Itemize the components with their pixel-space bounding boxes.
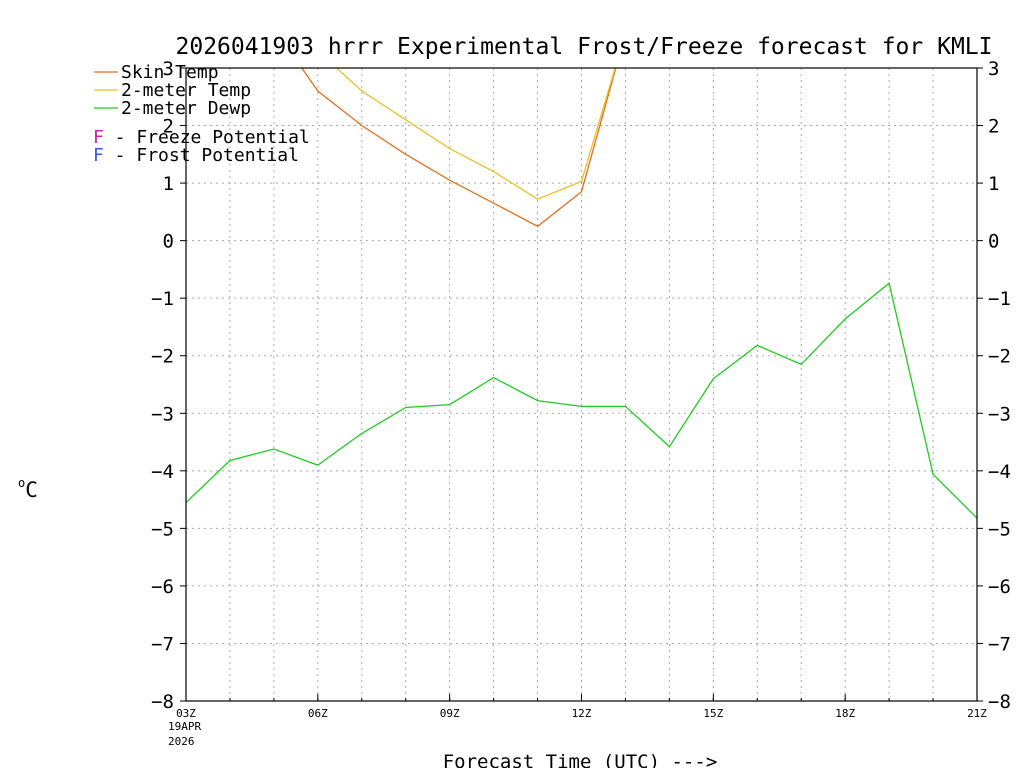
x-tick-label: 15Z <box>703 707 723 720</box>
series-line-2-meter-temp <box>335 68 616 200</box>
x-axis-label: Forecast Time (UTC) ---> <box>443 751 718 768</box>
x-tick-label: 09Z <box>440 707 460 720</box>
x-tick-label: 12Z <box>572 707 592 720</box>
potential-legend-entry: F - Frost Potential <box>93 145 299 166</box>
date-line-2: 2026 <box>168 735 195 748</box>
x-tick-label: 03Z <box>176 707 196 720</box>
chart-title: 2026041903 hrrr Experimental Frost/Freez… <box>176 34 993 60</box>
series-line-skin-temp <box>301 68 617 228</box>
y-tick-label-right: −4 <box>988 461 1011 483</box>
y-tick-label-right: −6 <box>988 576 1011 598</box>
potential-letter: F <box>93 127 104 148</box>
y-tick-label-right: −1 <box>988 288 1011 310</box>
y-tick-label: −5 <box>151 518 174 540</box>
potential-text: - Frost Potential <box>104 145 299 166</box>
y-tick-label-right: −2 <box>988 346 1011 368</box>
y-tick-label-right: 0 <box>988 231 999 253</box>
y-axis-label-degree: o <box>18 476 25 490</box>
axis-ticks: 3 3 2 2 1 1 0 0 −1 −1 −2 −2 −3 −3 −4 −4 −5 −5 −6 −6 −7 −7 −8 −8… <box>151 58 1011 720</box>
y-tick-label: 0 <box>163 231 174 253</box>
y-tick-label: −8 <box>151 691 174 713</box>
x-tick-label: 21Z <box>967 707 987 720</box>
x-tick-label: 18Z <box>835 707 855 720</box>
grid-lines <box>186 68 977 701</box>
series-line-2-meter-dewp <box>186 282 977 519</box>
y-tick-label-right: −3 <box>988 403 1011 425</box>
potential-letter: F <box>93 145 104 166</box>
y-tick-label-right: 1 <box>988 173 999 195</box>
y-tick-label: −1 <box>151 288 174 310</box>
legend-entry: 2-meter Dewp <box>121 98 251 119</box>
legend-entry: 2-meter Temp <box>121 80 251 101</box>
legend-entry: Skin Temp <box>121 62 219 83</box>
potential-text: - Freeze Potential <box>104 127 310 148</box>
y-tick-label: 1 <box>163 173 174 195</box>
y-tick-label-right: 3 <box>988 58 999 80</box>
y-tick-label: −7 <box>151 633 174 655</box>
y-tick-label-right: 2 <box>988 116 999 138</box>
potential-legend-entry: F - Freeze Potential <box>93 127 310 148</box>
y-tick-label-right: −8 <box>988 691 1011 713</box>
x-tick-label: 06Z <box>308 707 328 720</box>
y-tick-label-right: −7 <box>988 633 1011 655</box>
y-tick-label: −2 <box>151 346 174 368</box>
y-tick-label: 3 <box>163 58 174 80</box>
y-tick-label-right: −5 <box>988 518 1011 540</box>
y-axis-label: oC <box>18 476 38 502</box>
date-line-1: 19APR <box>168 720 201 733</box>
y-tick-label: 2 <box>163 116 174 138</box>
y-tick-label: −6 <box>151 576 174 598</box>
series-lines <box>186 68 977 519</box>
y-tick-label: −4 <box>151 461 174 483</box>
y-tick-label: −3 <box>151 403 174 425</box>
plot-frame <box>185 67 978 702</box>
y-axis-label-unit: C <box>25 478 38 502</box>
